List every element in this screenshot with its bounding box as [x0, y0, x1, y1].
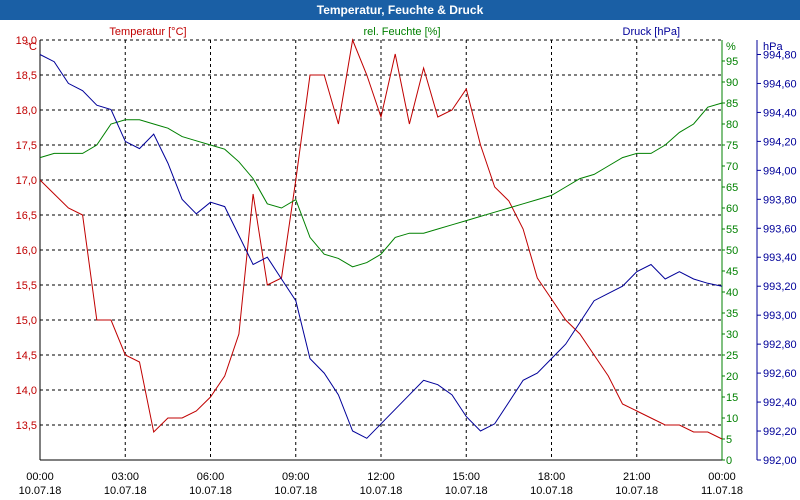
temperature-tick-label: 14,5 — [16, 350, 37, 362]
humidity-tick-label: 10 — [726, 413, 738, 425]
temperature-tick-label: 16,5 — [16, 210, 37, 222]
humidity-tick-label: 75 — [726, 140, 738, 152]
axes — [39, 40, 761, 461]
humidity-tick-label: 85 — [726, 98, 738, 110]
pressure-tick-label: 992,00 — [763, 455, 797, 467]
humidity-tick-label: 50 — [726, 245, 738, 257]
x-tick-time-label: 06:00 — [197, 471, 225, 483]
pressure-tick-label: 993,00 — [763, 310, 797, 322]
humidity-tick-label: 15 — [726, 392, 738, 404]
pressure-tick-label: 994,20 — [763, 136, 797, 148]
humidity-tick-label: 25 — [726, 350, 738, 362]
temperature-tick-label: 14,0 — [16, 385, 37, 397]
pressure-tick-label: 994,00 — [763, 165, 797, 177]
x-tick-date-label: 11.07.18 — [701, 485, 743, 497]
temperature-tick-label: 17,5 — [16, 140, 37, 152]
x-tick-time-label: 09:00 — [282, 471, 310, 483]
humidity-tick-label: 30 — [726, 329, 738, 341]
pressure-tick-label: 993,40 — [763, 252, 797, 264]
x-tick-time-label: 15:00 — [452, 471, 480, 483]
temperature-series-line — [39, 38, 723, 440]
pressure-tick-label: 992,80 — [763, 339, 797, 351]
temperature-tick-label: 19,0 — [16, 35, 37, 47]
x-tick-date-label: 10.07.18 — [530, 485, 573, 497]
humidity-axis-title: rel. Feuchte [%] — [363, 26, 440, 38]
temperature-tick-label: 16,0 — [16, 245, 37, 257]
pressure-unit-label: hPa — [763, 41, 783, 53]
x-tick-time-label: 00:00 — [708, 471, 736, 483]
humidity-tick-label: 60 — [726, 203, 738, 215]
pressure-tick-label: 992,60 — [763, 368, 797, 380]
chart-title: Temperatur, Feuchte & Druck — [0, 0, 800, 20]
pressure-tick-label: 994,40 — [763, 107, 797, 119]
grid — [40, 39, 722, 460]
temperature-tick-label: 15,0 — [16, 315, 37, 327]
x-tick-date-label: 10.07.18 — [104, 485, 147, 497]
temperature-axis-title: Temperatur [°C] — [109, 26, 186, 38]
humidity-tick-label: 95 — [726, 56, 738, 68]
humidity-tick-label: 0 — [726, 455, 732, 467]
x-tick-date-label: 10.07.18 — [19, 485, 62, 497]
x-tick-date-label: 10.07.18 — [445, 485, 488, 497]
series-lines — [39, 38, 723, 440]
x-tick-time-label: 21:00 — [623, 471, 651, 483]
pressure-tick-label: 993,60 — [763, 223, 797, 235]
temperature-unit-label: °C — [25, 41, 37, 53]
pressure-tick-label: 992,40 — [763, 397, 797, 409]
temperature-tick-label: 17,0 — [16, 175, 37, 187]
pressure-tick-label: 992,20 — [763, 426, 797, 438]
humidity-tick-label: 20 — [726, 371, 738, 383]
pressure-tick-label: 993,20 — [763, 281, 797, 293]
pressure-series-line — [39, 54, 723, 439]
x-tick-date-label: 10.07.18 — [189, 485, 232, 497]
x-tick-date-label: 10.07.18 — [274, 485, 317, 497]
pressure-tick-label: 994,60 — [763, 78, 797, 90]
humidity-tick-label: 40 — [726, 287, 738, 299]
humidity-tick-label: 65 — [726, 182, 738, 194]
humidity-tick-label: 5 — [726, 434, 732, 446]
temperature-tick-label: 15,5 — [16, 280, 37, 292]
x-tick-time-label: 18:00 — [538, 471, 566, 483]
temperature-tick-label: 13,5 — [16, 420, 37, 432]
temperature-tick-label: 18,0 — [16, 105, 37, 117]
pressure-tick-label: 994,80 — [763, 49, 797, 61]
axis-labels: 00:00 10.07.18 03:00 10.07.18 06:00 10.07.18 0… — [16, 26, 797, 497]
x-tick-date-label: 10.07.18 — [615, 485, 658, 497]
pressure-tick-label: 993,80 — [763, 194, 797, 206]
humidity-tick-label: 80 — [726, 119, 738, 131]
humidity-unit-label: % — [726, 41, 736, 53]
humidity-series-line — [39, 102, 723, 268]
humidity-tick-label: 35 — [726, 308, 738, 320]
x-tick-time-label: 00:00 — [26, 471, 54, 483]
temperature-tick-label: 18,5 — [16, 70, 37, 82]
pressure-axis-title: Druck [hPa] — [623, 26, 680, 38]
x-tick-time-label: 03:00 — [111, 471, 139, 483]
x-tick-date-label: 10.07.18 — [360, 485, 403, 497]
humidity-tick-label: 55 — [726, 224, 738, 236]
humidity-tick-label: 90 — [726, 77, 738, 89]
humidity-tick-label: 70 — [726, 161, 738, 173]
humidity-tick-label: 45 — [726, 266, 738, 278]
x-tick-time-label: 12:00 — [367, 471, 395, 483]
